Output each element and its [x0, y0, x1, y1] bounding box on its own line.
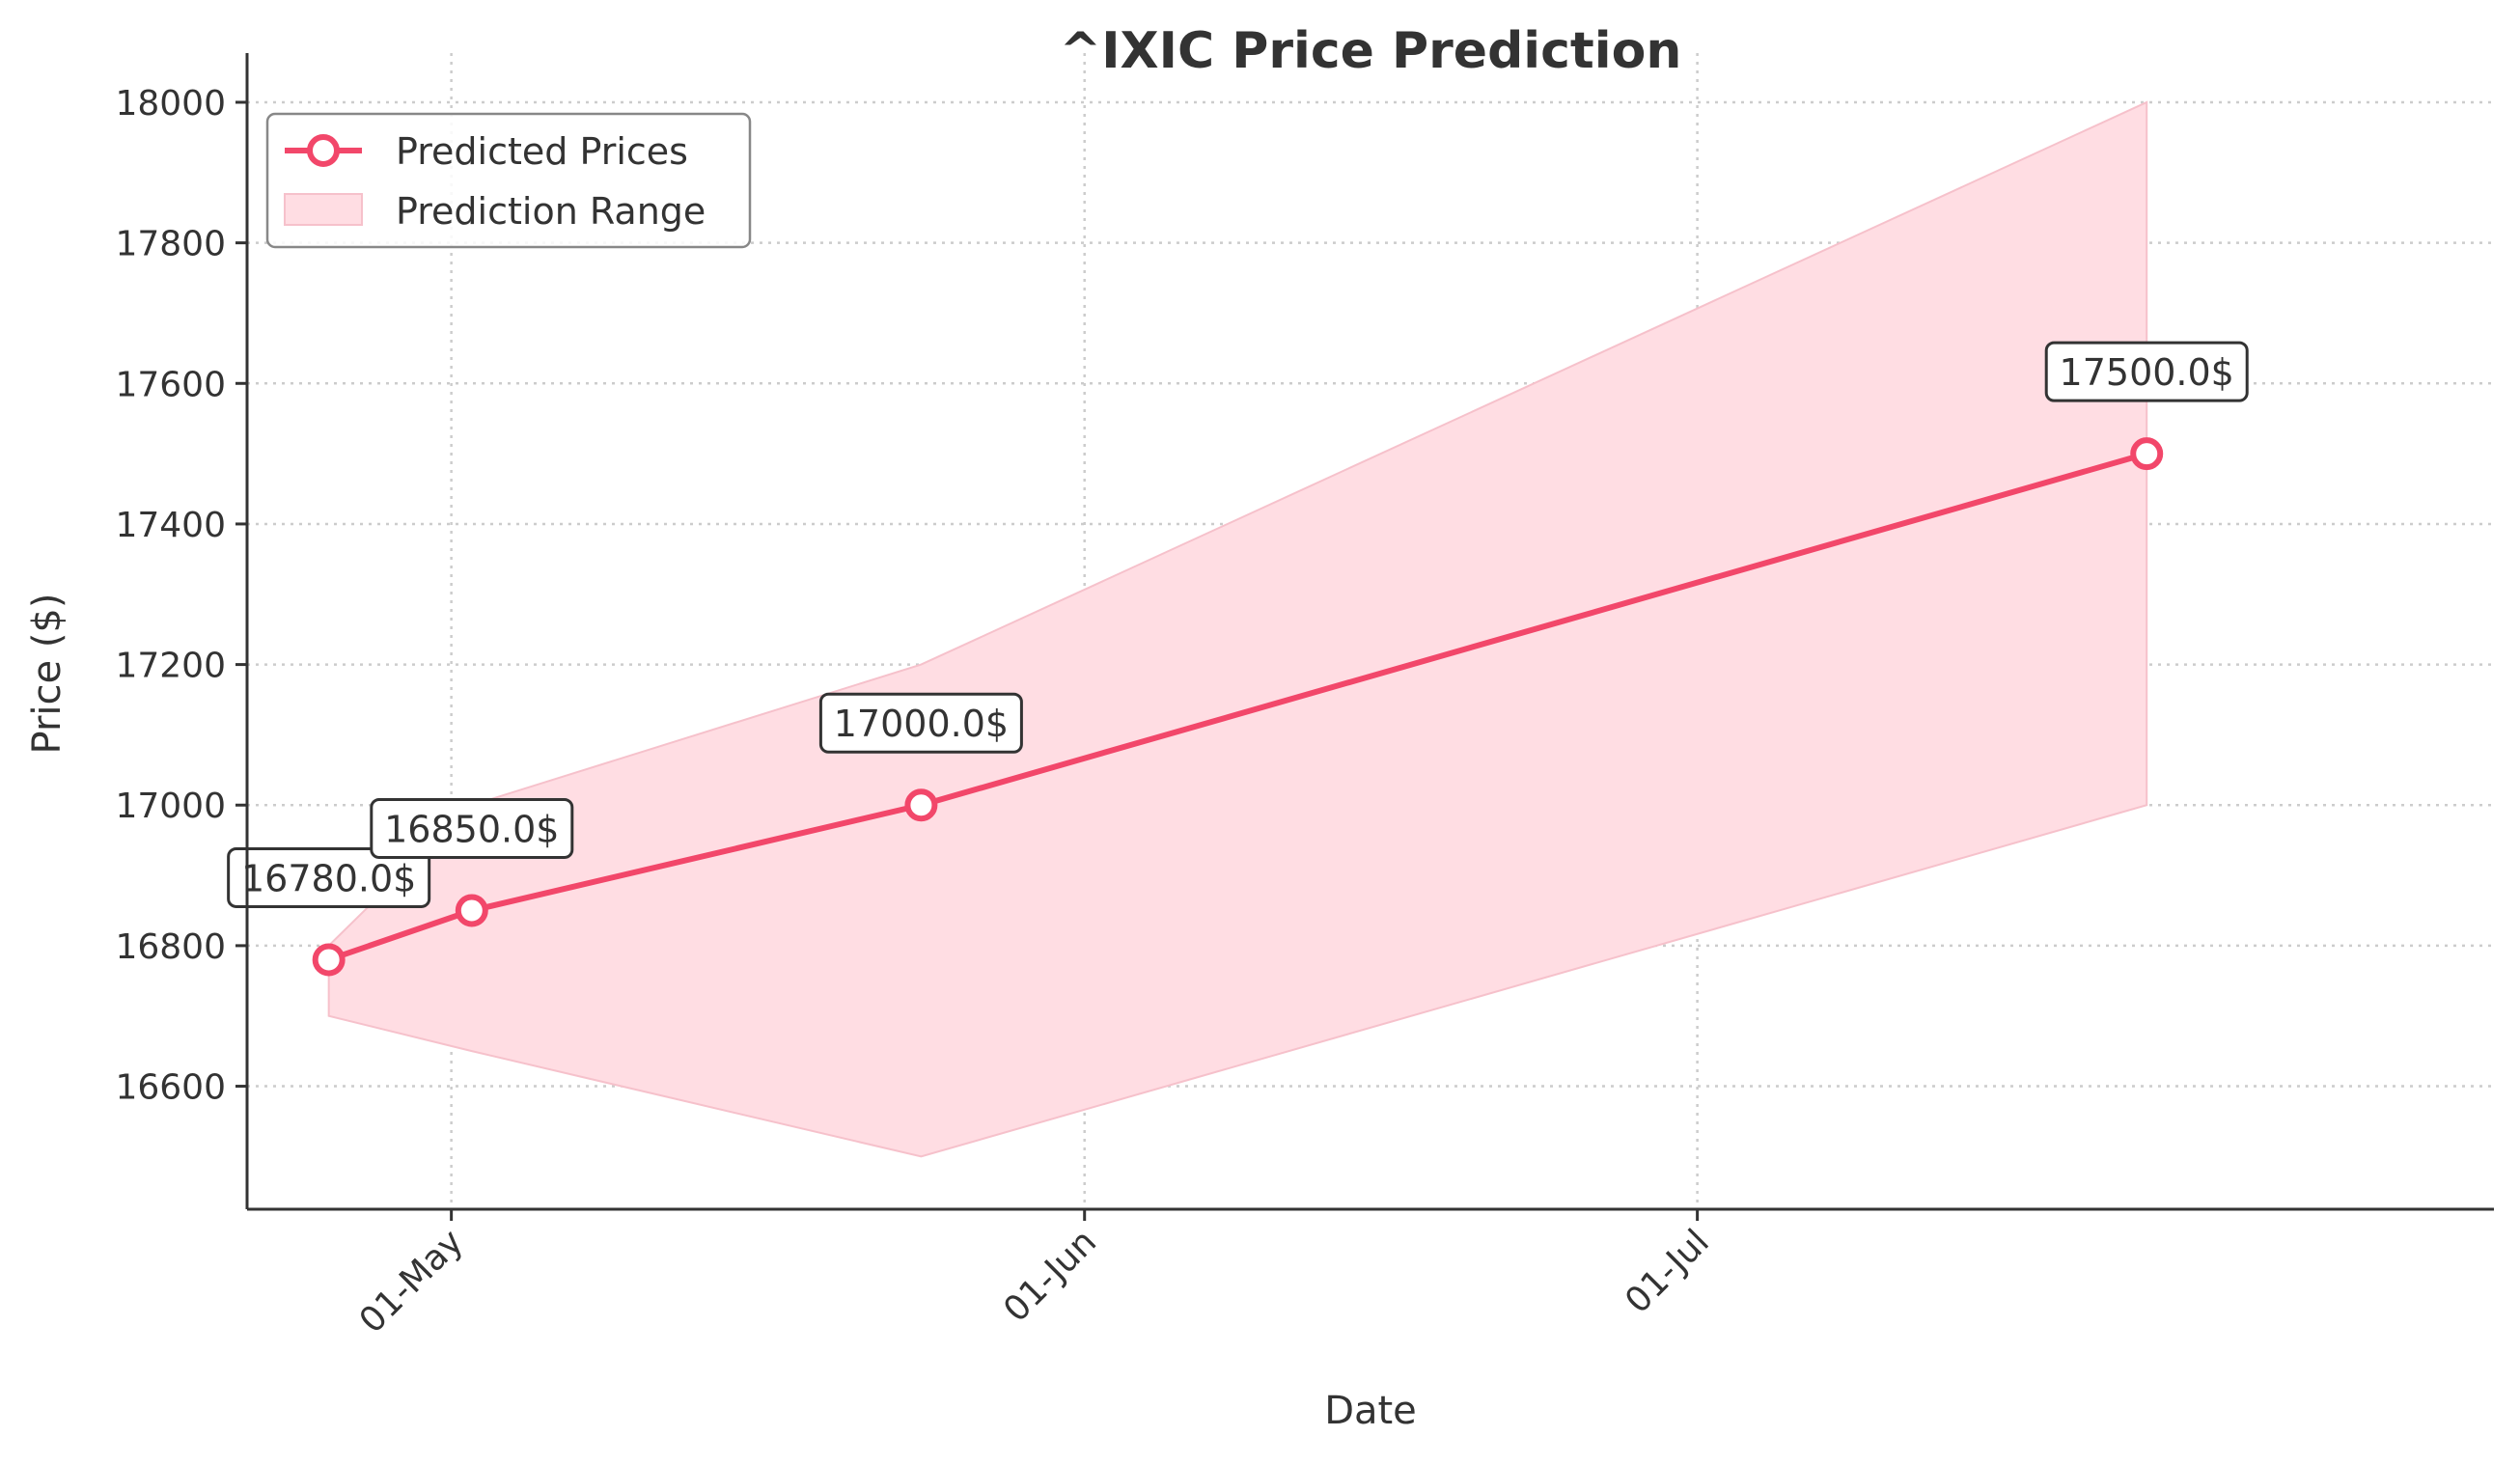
legend-frame [265, 112, 752, 249]
y-tick-label: 17800 [115, 225, 226, 264]
y-tick-label: 17000 [115, 787, 226, 826]
legend-marker-swatch [307, 134, 340, 167]
data-point [312, 943, 346, 977]
data-label: 16780.0$ [241, 857, 416, 899]
data-point [904, 788, 938, 822]
x-tick-label: 01-Jun [996, 1222, 1104, 1330]
data-label-box [370, 797, 574, 859]
legend-label-predicted-prices: Predicted Prices [396, 130, 688, 173]
y-tick-label: 16800 [115, 927, 226, 967]
data-label-box [2044, 341, 2249, 402]
data-point [455, 894, 488, 927]
data-point [2130, 437, 2164, 471]
x-axis-label: Date [1324, 1389, 1417, 1433]
data-label: 17500.0$ [2060, 351, 2234, 394]
legend-range-swatch [284, 193, 363, 226]
y-axis-label: Price ($) [25, 594, 69, 755]
predicted-prices-series [312, 437, 2164, 977]
y-tick-label: 17400 [115, 506, 226, 545]
prediction-range-band [327, 100, 2148, 1158]
y-tick-label: 18000 [115, 84, 226, 124]
chart-title: ^IXIC Price Prediction [1060, 22, 1682, 80]
y-tick-label: 16600 [115, 1068, 226, 1108]
data-label-box [818, 692, 1023, 754]
prediction-range-area [327, 100, 2148, 1158]
legend: Predicted Prices Prediction Range [265, 112, 752, 249]
data-label: 16850.0$ [384, 808, 559, 850]
data-labels: 16780.0$ 16850.0$ 17000.0$ 17500.0$ [227, 341, 2249, 908]
legend-label-prediction-range: Prediction Range [396, 190, 706, 233]
data-label: 17000.0$ [834, 703, 1009, 745]
data-label-box [227, 846, 431, 908]
y-tick-label: 17600 [115, 365, 226, 404]
x-tick-label: 01-May [352, 1222, 471, 1340]
x-tick-label: 01-Jul [1618, 1222, 1717, 1321]
predicted-prices-line [327, 451, 2148, 963]
y-tick-label: 17200 [115, 647, 226, 686]
